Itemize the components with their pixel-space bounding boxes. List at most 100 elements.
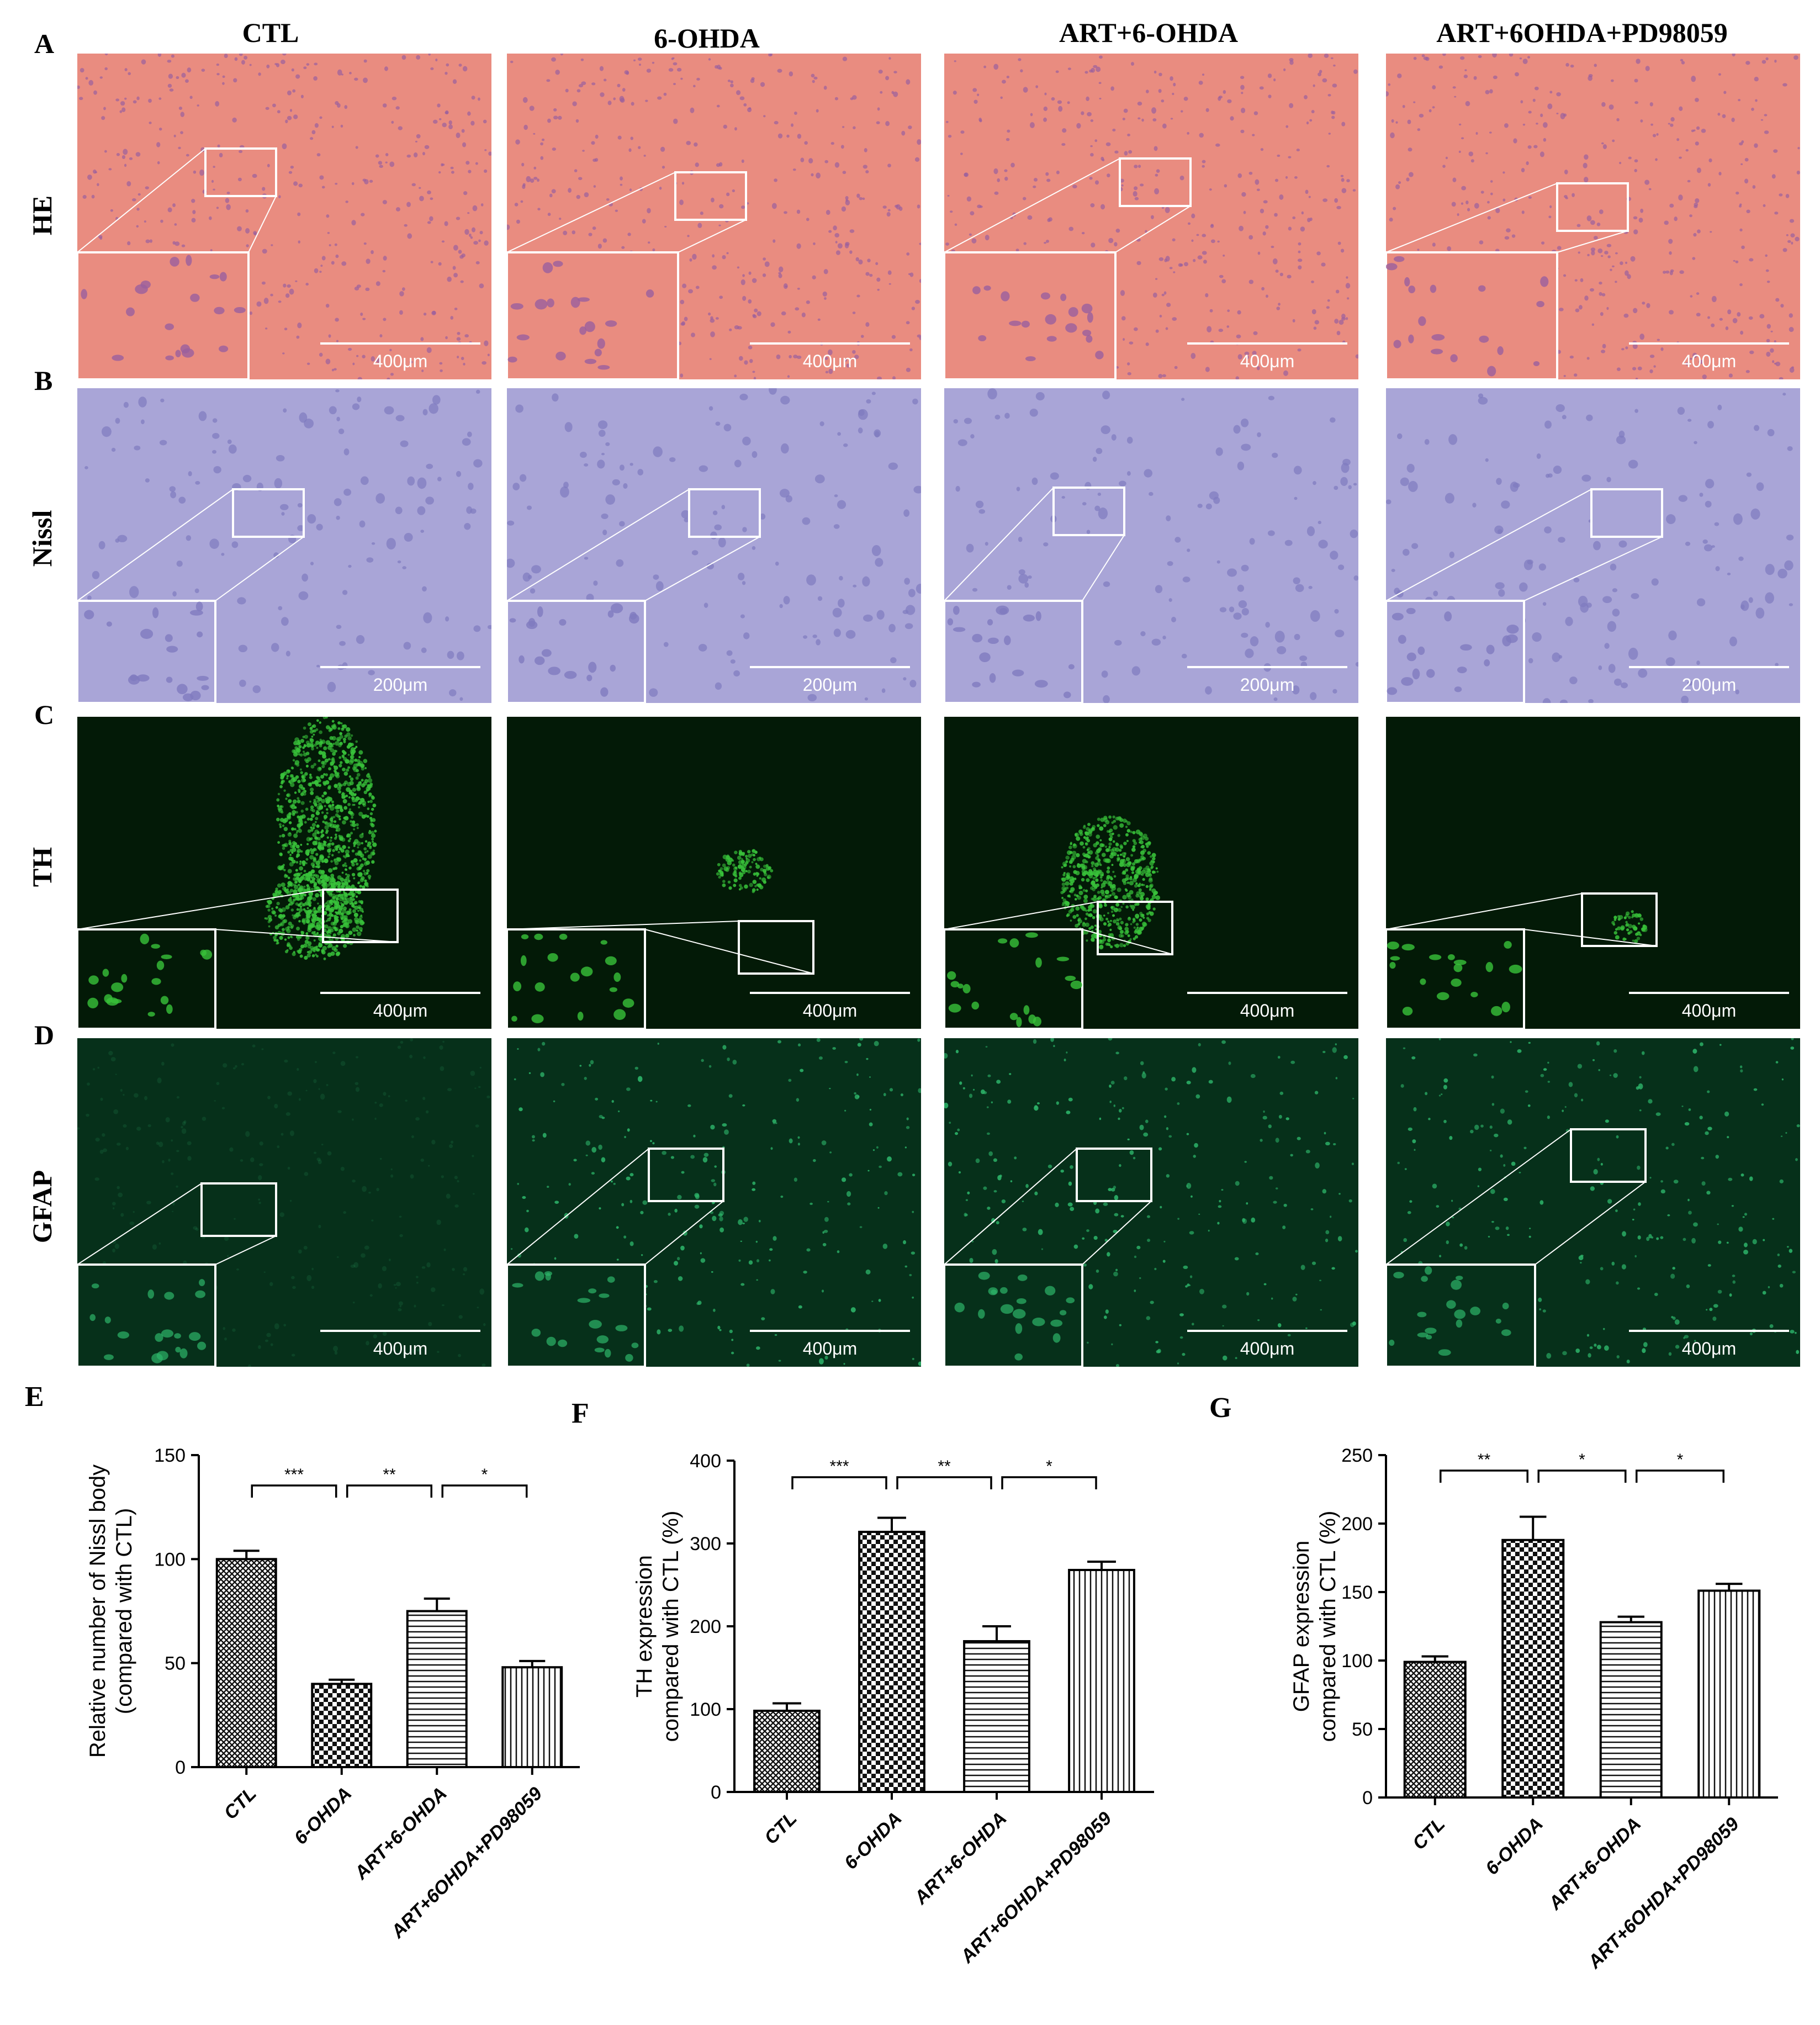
micrograph-nissl-2: 200μm [507,388,921,703]
y-tick-label: 200 [1341,1514,1373,1535]
y-tick-label: 100 [690,1699,721,1720]
micrograph-th-3: 400μm [944,717,1358,1029]
row-label-th: TH [27,847,57,887]
panel-letter-d: D [34,1019,55,1050]
y-tick-label: 0 [175,1757,186,1778]
scale-bar-label: 400μm [1240,1339,1294,1358]
scale-bar-label: 400μm [1240,351,1294,371]
x-tick-label: 6-OHDA [290,1783,356,1849]
significance-bracket [346,1484,432,1498]
significance-label: ** [938,1457,951,1476]
scale-bar-label: 400μm [803,351,857,371]
scale-bar-label: 400μm [373,1001,427,1021]
x-tick-label: ART+6-OHDA [350,1783,451,1884]
scale-bar-label: 400μm [1682,1001,1736,1021]
significance-bracket [441,1484,528,1498]
micrograph-gfap-3: 400μm [944,1038,1358,1367]
scale-bar-label: 400μm [1682,1339,1736,1358]
x-tick-label: ART+6-OHDA [910,1808,1011,1909]
y-tick-label: 50 [1352,1719,1373,1740]
significance-bracket [1001,1476,1097,1489]
y-tick-label: 200 [690,1616,721,1637]
micrograph-th-4: 400μm [1386,717,1800,1029]
significance-label: * [1046,1457,1052,1476]
micrograph-nissl-1: 200μm [77,388,491,703]
y-tick-label: 0 [711,1782,721,1803]
bar-3 [406,1610,468,1768]
x-tick-label: 6-OHDA [840,1808,906,1874]
scale-bar-label: 400μm [373,351,427,371]
y-tick-label: 0 [1362,1788,1373,1809]
micrograph-th-1: 400μm [77,717,491,1029]
micrograph-he-3: 400μm [944,54,1358,379]
scale-bar-label: 400μm [1682,351,1736,371]
x-tick-label: ART+6OHDA+PD98059 [387,1783,546,1943]
significance-label: ** [1478,1451,1491,1469]
row-label-gfap: GFAP [27,1170,57,1244]
micrograph-gfap-4: 400μm [1386,1038,1800,1367]
bar-1 [1403,1661,1467,1799]
y-tick-label: 400 [690,1451,721,1472]
bar-1 [215,1558,277,1768]
micrograph-he-2: 400μm [507,54,921,379]
bar-4 [501,1666,563,1769]
significance-label: *** [829,1457,849,1476]
x-tick-label: ART+6-OHDA [1544,1813,1646,1915]
y-tick-label: 250 [1341,1445,1373,1466]
scale-bar-label: 200μm [1682,675,1736,695]
chart-e-nissl-count: 0 50 100 150 Relative number of Nissl body (c… [72,1419,613,2005]
bar-2 [1501,1538,1565,1799]
bar-4 [1068,1569,1135,1793]
scale-bar-label: 200μm [373,675,427,695]
significance-bracket [1440,1469,1528,1483]
y-tick-label: 300 [690,1534,721,1555]
x-tick-label: 6-OHDA [1482,1813,1547,1879]
micrograph-he-4: 400μm [1386,54,1800,379]
micrograph-gfap-2: 400μm [507,1038,921,1367]
column-header-6ohda: 6-OHDA [654,23,760,54]
scale-bar-label: 200μm [1240,675,1294,695]
y-axis-label: Relative number of Nissl body (compared w… [86,1464,136,1758]
significance-label: *** [284,1466,304,1484]
micrograph-nissl-3: 200μm [944,388,1358,703]
micrograph-th-2: 400μm [507,717,921,1029]
panel-letter-e: E [25,1381,44,1413]
significance-label: * [482,1466,488,1484]
significance-bracket [251,1484,337,1498]
y-axis-label: TH expression compared with CTL (%) [632,1511,683,1742]
panel-letter-f: F [572,1398,589,1429]
bar-2 [858,1531,925,1793]
y-axis-label: GFAP expression compared with CTL (%) [1289,1511,1340,1742]
significance-bracket [896,1476,992,1489]
scale-bar-label: 400μm [803,1339,857,1358]
row-label-he: HE [27,195,57,236]
y-tick-label: 100 [154,1549,186,1570]
bar-3 [963,1640,1030,1793]
scale-bar-label: 200μm [803,675,857,695]
micrograph-nissl-4: 200μm [1386,388,1800,703]
x-tick-label: CTL [220,1783,261,1824]
column-header-art-6ohda: ART+6-OHDA [1059,17,1238,48]
scale-bar-label: 400μm [1240,1001,1294,1021]
significance-bracket [1537,1469,1627,1483]
y-tick-label: 50 [165,1653,186,1674]
panel-letter-g: G [1209,1392,1232,1424]
significance-bracket [1636,1469,1724,1483]
scale-bar-label: 400μm [373,1339,427,1358]
x-tick-label: CTL [1409,1813,1449,1854]
panel-letter-a: A [34,28,55,59]
significance-bracket [791,1476,887,1489]
panel-letter-b: B [34,365,53,396]
y-tick-label: 150 [154,1445,186,1466]
bar-1 [753,1710,821,1793]
micrograph-gfap-1: 400μm [77,1038,491,1367]
significance-label: * [1677,1451,1684,1469]
bar-4 [1697,1589,1761,1799]
column-header-art-6ohda-pd98059: ART+6OHDA+PD98059 [1436,17,1728,48]
y-tick-label: 100 [1341,1651,1373,1672]
bar-2 [311,1683,373,1769]
bar-3 [1599,1621,1663,1799]
micrograph-he-1: 400μm [77,54,491,379]
significance-label: ** [383,1466,396,1484]
chart-g-gfap-expression: 0 50 100 150 200 250 GFAP expression compared w… [1259,1419,1811,2010]
